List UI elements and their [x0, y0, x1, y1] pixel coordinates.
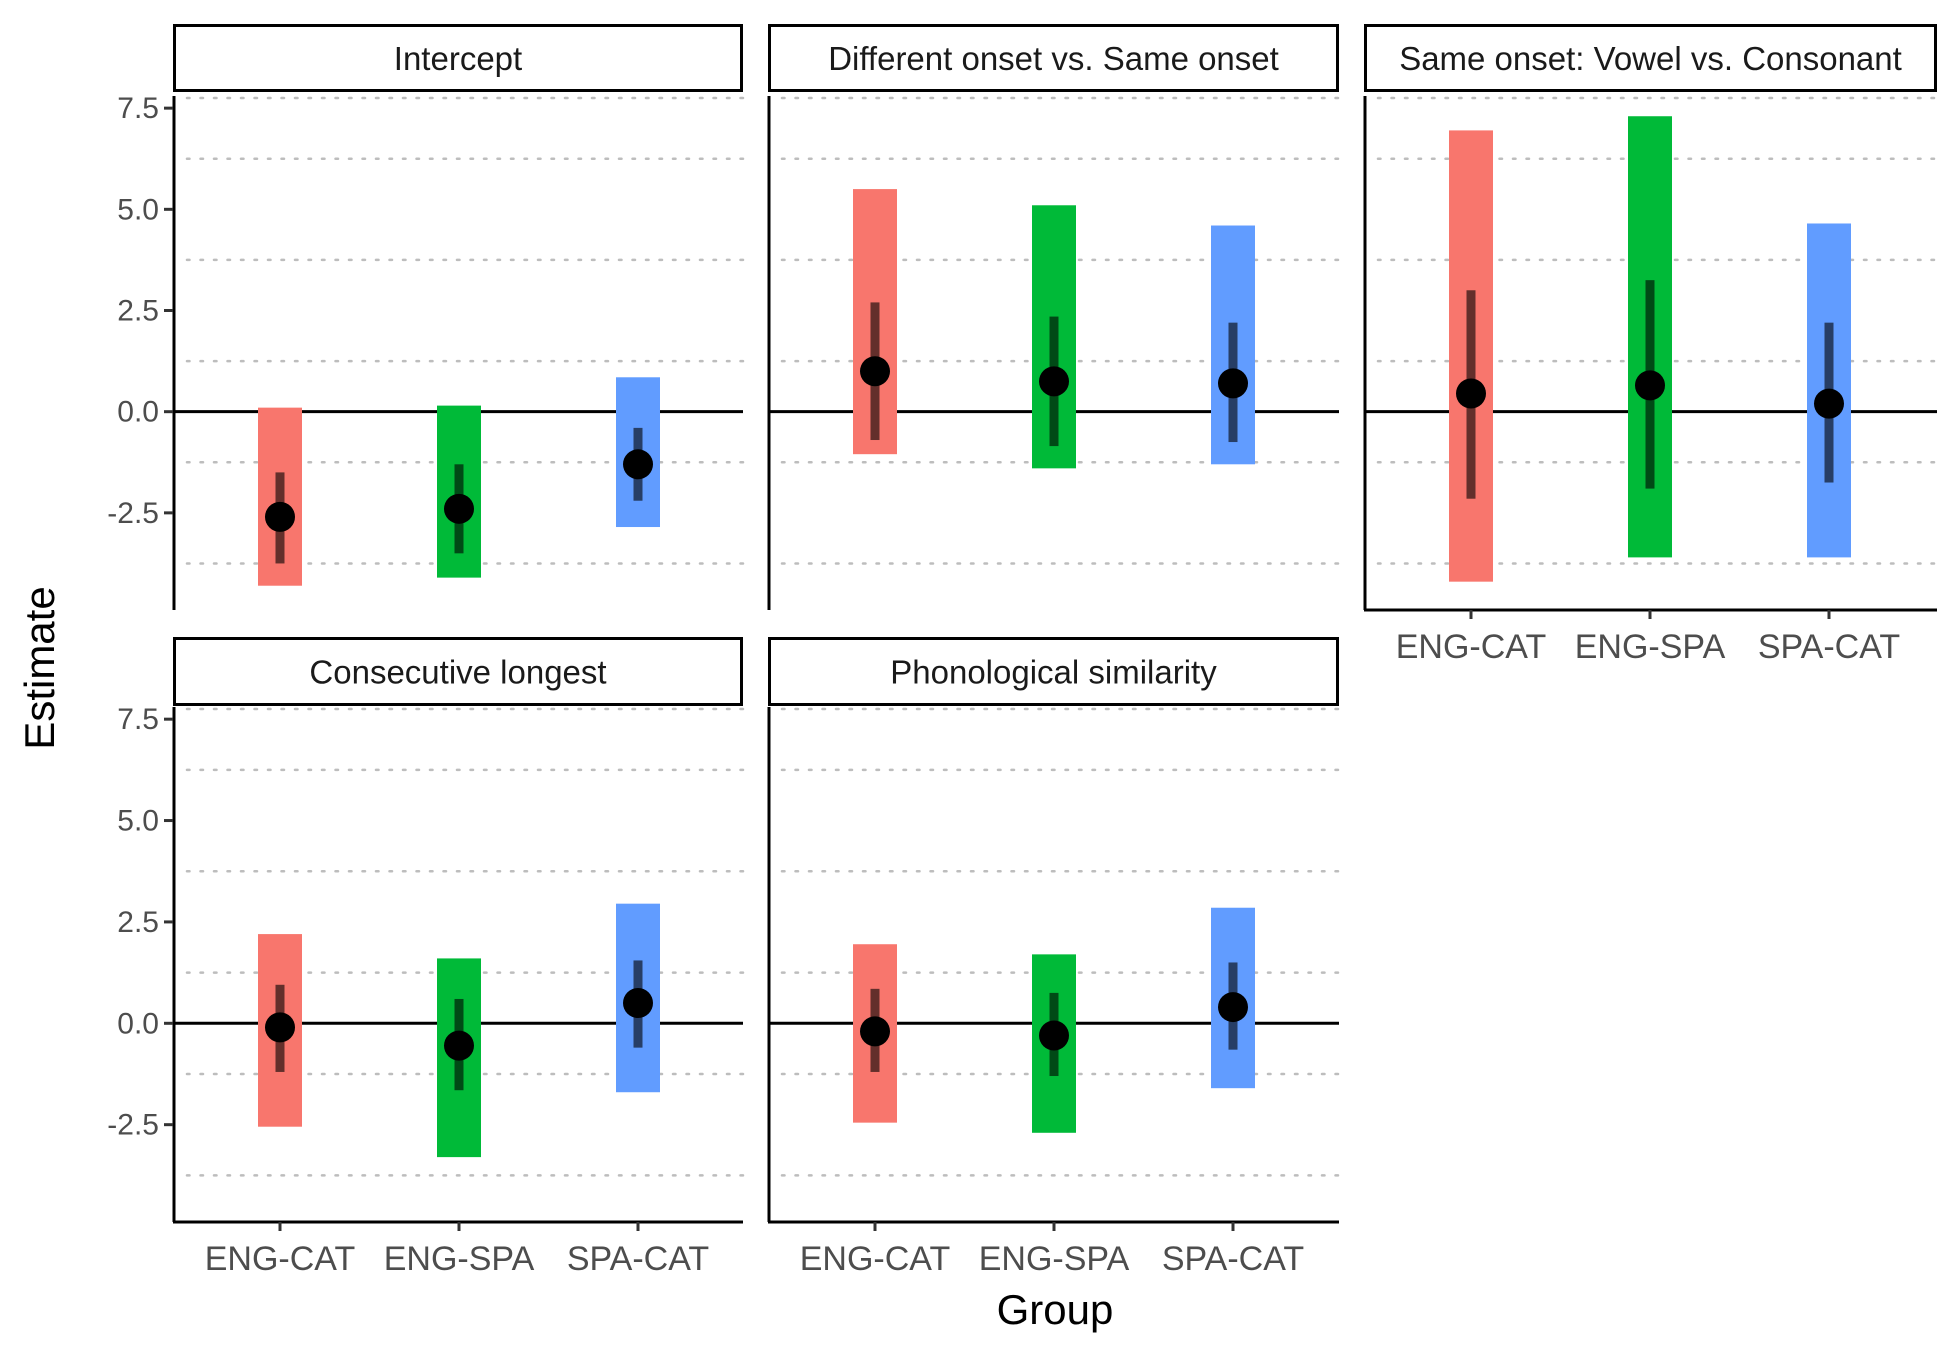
facet-title-different-onset-vs-same-onset: Different onset vs. Same onset: [828, 40, 1279, 77]
y-tick-label: 5.0: [117, 193, 159, 226]
y-tick-label: 0.0: [117, 1007, 159, 1040]
point-estimate: [860, 1016, 890, 1047]
facet-panel: Phonological similarity ENG-CAT ENG-SPA SPA…: [767, 637, 1341, 1278]
facet-strip: [1364, 24, 1937, 92]
y-tick-label: 2.5: [117, 295, 159, 328]
point-estimate: [860, 356, 890, 387]
point-estimate: [1814, 388, 1844, 419]
point-estimate: [1039, 366, 1069, 397]
point-estimate: [265, 501, 295, 532]
point-estimate: [1218, 992, 1248, 1023]
x-tick-label: SPA-CAT: [567, 1240, 709, 1278]
facet-title-intercept: Intercept: [394, 40, 522, 77]
x-tick-label: ENG-CAT: [1396, 628, 1546, 666]
facet-strip: [173, 24, 743, 92]
y-axis-title: Estimate: [16, 586, 63, 749]
facet-panel: Intercept 7.5 5.0 2.5 0.0 -2.5: [107, 24, 745, 610]
y-tick-label: 2.5: [117, 906, 159, 939]
x-tick-label: SPA-CAT: [1758, 628, 1900, 666]
x-axis-title: Group: [997, 1286, 1114, 1333]
x-tick-label: ENG-SPA: [1575, 628, 1726, 666]
y-tick-label: -2.5: [107, 497, 159, 530]
y-tick-label: 7.5: [117, 703, 159, 736]
point-estimate: [1456, 378, 1486, 409]
point-estimate: [444, 1030, 474, 1061]
x-tick-label: SPA-CAT: [1162, 1240, 1304, 1278]
x-tick-label: ENG-CAT: [800, 1240, 950, 1278]
point-estimate: [623, 988, 653, 1019]
point-estimate: [444, 493, 474, 524]
facet-title-phonological-similarity: Phonological similarity: [890, 654, 1217, 691]
y-tick-label: -2.5: [107, 1109, 159, 1142]
facet-panel: Consecutive longest 7.5 5.0 2.5 0.0 -2.5 ENG-C…: [107, 637, 745, 1278]
x-tick-label: ENG-SPA: [384, 1240, 535, 1278]
point-estimate: [1218, 368, 1248, 399]
facet-strip: [173, 637, 743, 706]
y-tick-label: 0.0: [117, 396, 159, 429]
facet-title-consecutive-longest: Consecutive longest: [309, 654, 606, 691]
facet-panels: Intercept 7.5 5.0 2.5 0.0 -2.5 Different onset…: [107, 24, 1939, 1278]
y-tick-label: 5.0: [117, 805, 159, 838]
facet-strip: [768, 24, 1339, 92]
facet-panel: Different onset vs. Same onset: [767, 24, 1341, 610]
point-estimate: [623, 449, 653, 480]
facet-strip: [768, 637, 1339, 706]
point-estimate: [1635, 370, 1665, 401]
point-estimate: [265, 1012, 295, 1043]
x-tick-label: ENG-CAT: [205, 1240, 355, 1278]
y-tick-label: 7.5: [117, 92, 159, 125]
facet-title-same-onset-vowel-vs-consonant: Same onset: Vowel vs. Consonant: [1399, 40, 1902, 77]
facet-panel: Same onset: Vowel vs. Consonant ENG-CAT EN…: [1363, 24, 1939, 666]
point-estimate: [1039, 1020, 1069, 1051]
x-tick-label: ENG-SPA: [979, 1240, 1130, 1278]
